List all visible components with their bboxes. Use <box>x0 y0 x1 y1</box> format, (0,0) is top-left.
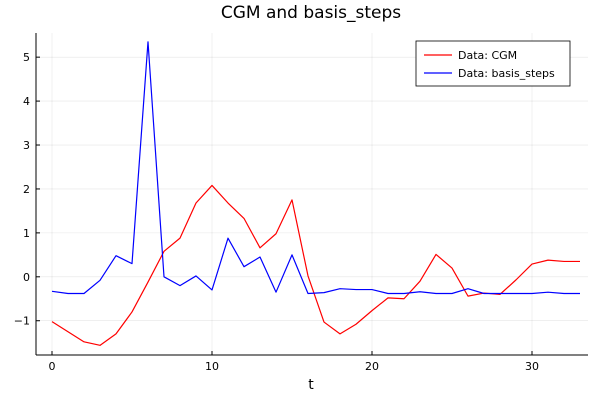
x-tick-label: 20 <box>365 360 379 373</box>
x-axis-label: t <box>308 377 314 393</box>
legend-box <box>415 40 571 87</box>
tick-labels: 0 10 20 30 −1 0 1 2 3 4 5 <box>14 51 539 373</box>
series-layer <box>51 41 580 346</box>
y-tick-label: −1 <box>14 315 30 328</box>
legend-entry-label: Data: CGM <box>458 49 517 62</box>
x-tick-label: 0 <box>49 360 56 373</box>
y-tick-label: 3 <box>23 139 30 152</box>
series-line-cgm <box>51 184 580 346</box>
y-tick-label: 0 <box>23 271 30 284</box>
axes <box>35 33 588 356</box>
y-tick-label: 5 <box>23 51 30 64</box>
y-tick-label: 4 <box>23 95 30 108</box>
y-tick-label: 1 <box>23 227 30 240</box>
series-line-basis-steps <box>51 41 580 295</box>
x-tick-label: 10 <box>205 360 219 373</box>
legend: Data: CGM Data: basis_steps <box>415 40 571 87</box>
grid <box>36 33 588 355</box>
x-tick-label: 30 <box>525 360 539 373</box>
legend-entry-label: Data: basis_steps <box>458 67 555 80</box>
y-tick-label: 2 <box>23 183 30 196</box>
chart-title: CGM and basis_steps <box>221 3 401 23</box>
